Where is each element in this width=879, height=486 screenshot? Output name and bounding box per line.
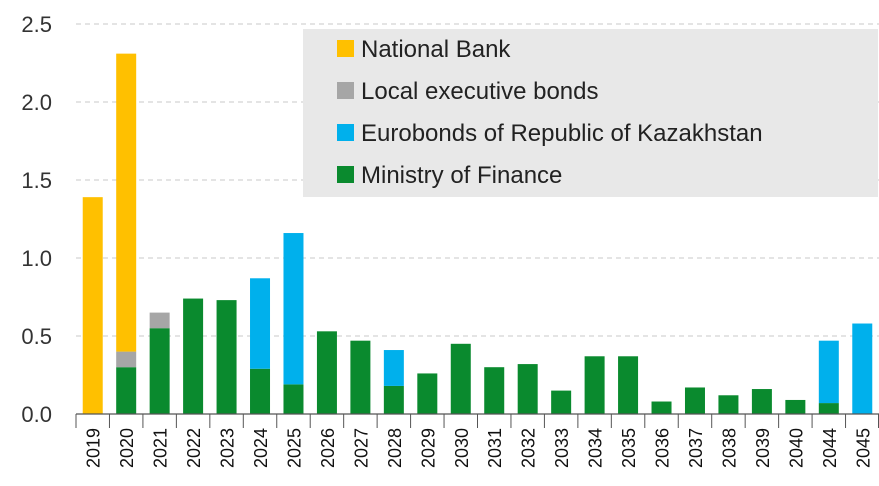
x-tick-label: 2031	[485, 428, 505, 468]
legend-swatch	[337, 40, 354, 57]
bar-segment	[450, 343, 471, 414]
bar-segment	[417, 373, 438, 414]
x-axis-ticks: 2019 2020 2021 2022 2023 2024 2025 2026 2027 2028…	[75, 414, 879, 468]
legend: National Bank Local executive bonds Eurobo…	[303, 29, 878, 197]
x-tick-label: 2038	[719, 428, 739, 468]
bar-segment	[584, 356, 605, 414]
legend-label: National Bank	[361, 36, 511, 63]
legend-label: Local executive bonds	[361, 78, 599, 105]
x-tick-label: 2034	[586, 428, 606, 468]
x-tick-label: 2020	[117, 428, 137, 468]
x-tick-label: 2025	[284, 428, 304, 468]
bar-segment	[484, 367, 505, 414]
y-tick-label: 0.5	[21, 324, 52, 349]
x-tick-label: 2021	[151, 428, 171, 468]
legend-label: Eurobonds of Republic of Kazakhstan	[361, 120, 763, 147]
x-tick-label: 2044	[820, 428, 840, 468]
bar-segment	[250, 368, 271, 414]
bar-segment	[149, 312, 170, 329]
x-tick-label: 2026	[318, 428, 338, 468]
legend-swatch	[337, 82, 354, 99]
x-tick-label: 2029	[418, 428, 438, 468]
legend-swatch	[337, 166, 354, 183]
bar-segment	[183, 298, 204, 414]
bar-segment	[383, 385, 404, 414]
bar-segment	[250, 278, 271, 369]
x-tick-label: 2023	[218, 428, 238, 468]
legend-background	[303, 29, 878, 197]
bar-segment	[517, 364, 538, 414]
x-tick-label: 2030	[452, 428, 472, 468]
x-tick-label: 2033	[552, 428, 572, 468]
bar-segment	[283, 384, 304, 414]
legend-label: Ministry of Finance	[361, 162, 562, 189]
x-tick-label: 2039	[753, 428, 773, 468]
legend-swatch	[337, 124, 354, 141]
bar-segment	[852, 323, 873, 414]
x-tick-label: 2028	[385, 428, 405, 468]
bar-segment	[316, 331, 337, 414]
y-axis-ticks: 0.0 0.5 1.0 1.5 2.0 2.5	[21, 12, 52, 427]
bar-segment	[116, 53, 137, 352]
bar-segment	[651, 401, 672, 414]
x-tick-label: 2035	[619, 428, 639, 468]
x-tick-label: 2040	[786, 428, 806, 468]
bar-segment	[684, 387, 705, 414]
bar-segment	[82, 197, 103, 414]
x-tick-label: 2019	[84, 428, 104, 468]
bar-segment	[149, 328, 170, 414]
x-tick-label: 2037	[686, 428, 706, 468]
bars	[82, 53, 873, 414]
bar-segment	[350, 340, 371, 414]
x-tick-label: 2027	[351, 428, 371, 468]
bar-segment	[818, 403, 839, 414]
bar-segment	[718, 395, 739, 414]
y-tick-label: 1.5	[21, 168, 52, 193]
bar-segment	[383, 350, 404, 386]
bar-segment	[116, 367, 137, 414]
bar-segment	[785, 399, 806, 414]
x-tick-label: 2022	[184, 428, 204, 468]
x-tick-label: 2032	[519, 428, 539, 468]
bar-segment	[751, 389, 772, 414]
y-tick-label: 2.5	[21, 12, 52, 37]
bar-segment	[818, 340, 839, 404]
bar-segment	[618, 356, 639, 414]
bar-segment	[216, 300, 237, 414]
y-tick-label: 0.0	[21, 402, 52, 427]
y-tick-label: 1.0	[21, 246, 52, 271]
bar-segment	[116, 351, 137, 368]
x-tick-label: 2024	[251, 428, 271, 468]
y-tick-label: 2.0	[21, 90, 52, 115]
x-tick-label: 2045	[853, 428, 873, 468]
bar-segment	[283, 233, 304, 385]
x-tick-label: 2036	[653, 428, 673, 468]
bar-segment	[551, 390, 572, 414]
